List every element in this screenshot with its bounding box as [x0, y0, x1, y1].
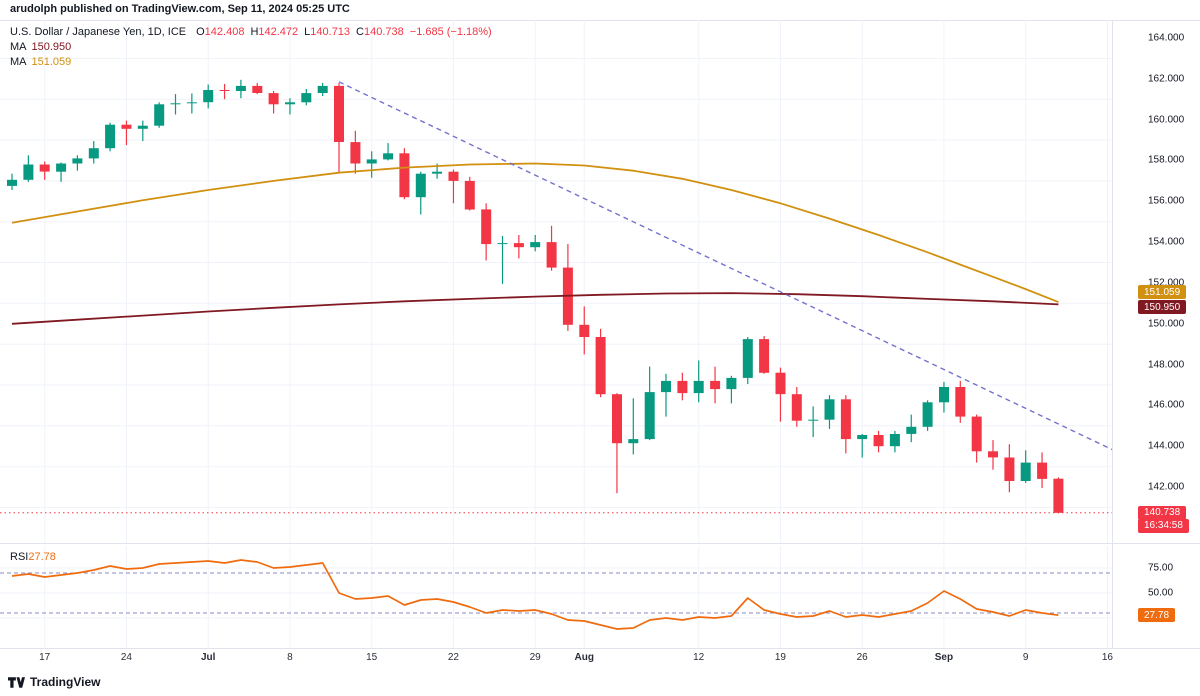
- ma-label: MA: [10, 41, 27, 53]
- open-label: O: [196, 26, 205, 38]
- price-axis-label: 146.000: [1148, 399, 1185, 411]
- top-pane-border: [0, 20, 1200, 21]
- price-axis-label: 142.000: [1148, 481, 1185, 493]
- time-axis-label: 9: [1022, 652, 1029, 663]
- ma-value-red: 150.950: [31, 41, 72, 53]
- price-axis-label: 152.000: [1148, 277, 1185, 289]
- time-axis-label: 16: [1101, 652, 1113, 663]
- price-axis-label: 148.000: [1148, 359, 1185, 371]
- high-value: 142.472: [258, 26, 299, 38]
- last-price-badge: 140.738: [1138, 505, 1187, 520]
- time-axis-label: Sep: [934, 652, 954, 663]
- tradingview-logo-icon: [8, 676, 25, 689]
- rsi-value: 27.78: [28, 551, 56, 563]
- price-scale[interactable]: 164.000 162.000 160.000 158.000 156.000 154.0…: [1112, 0, 1200, 696]
- rsi-label: RSI: [10, 551, 29, 563]
- price-axis-label: 158.000: [1148, 154, 1185, 166]
- watermark-label: TradingView: [30, 675, 101, 689]
- time-axis-label: 8: [287, 652, 293, 663]
- time-axis-label: 24: [120, 652, 132, 663]
- time-axis-label: 15: [366, 652, 378, 663]
- main-chart-canvas[interactable]: [0, 20, 1112, 543]
- ma-legend-row-red[interactable]: MA 150.950: [10, 40, 492, 55]
- price-axis-label: 164.000: [1148, 32, 1185, 44]
- ma-badge-orange: 151.059: [1138, 285, 1187, 300]
- close-label: C: [356, 26, 364, 38]
- high-label: H: [250, 26, 259, 38]
- time-axis-label: 29: [529, 652, 541, 663]
- price-scale-separator: [1112, 20, 1113, 648]
- price-axis-label: 160.000: [1148, 114, 1185, 126]
- ma-badge-red: 150.950: [1138, 300, 1187, 315]
- rsi-chart-canvas[interactable]: [0, 546, 1112, 648]
- time-axis-label: 22: [447, 652, 459, 663]
- symbol-row: U.S. Dollar / Japanese Yen, 1D, ICE O142.…: [10, 25, 492, 40]
- time-axis-label: Jul: [200, 652, 216, 663]
- time-axis-label: 26: [856, 652, 868, 663]
- price-axis-label: 154.000: [1148, 236, 1185, 248]
- close-value: 140.738: [364, 26, 404, 38]
- price-axis-label: 162.000: [1148, 73, 1185, 85]
- low-value: 140.713: [310, 26, 351, 38]
- attribution-text: arudolph published on TradingView.com, S…: [10, 3, 350, 15]
- ma-label: MA: [10, 56, 27, 68]
- open-value: 142.408: [204, 26, 245, 38]
- countdown-badge: 16:34:58: [1138, 518, 1189, 533]
- tradingview-watermark[interactable]: TradingView: [8, 675, 100, 689]
- price-axis-label: 156.000: [1148, 195, 1185, 207]
- symbol-title[interactable]: U.S. Dollar / Japanese Yen, 1D, ICE: [10, 26, 187, 38]
- price-axis-label: 144.000: [1148, 440, 1185, 452]
- time-axis-label: 17: [39, 652, 51, 663]
- ma-legend-row-orange[interactable]: MA 151.059: [10, 55, 492, 70]
- time-axis-label: 12: [693, 652, 705, 663]
- rsi-axis-label: 50.00: [1148, 587, 1174, 599]
- ma-value-orange: 151.059: [31, 56, 72, 68]
- rsi-legend-row[interactable]: RSI27.78: [10, 551, 56, 563]
- rsi-value-badge: 27.78: [1138, 608, 1176, 623]
- pane-separator[interactable]: [0, 543, 1200, 544]
- price-change: −1.685 (−1.18%): [409, 26, 492, 38]
- time-axis-label: Aug: [574, 652, 594, 663]
- time-axis-separator: [0, 648, 1200, 649]
- chart-legend: U.S. Dollar / Japanese Yen, 1D, ICE O142.…: [10, 25, 492, 70]
- price-axis-label: 150.000: [1148, 318, 1185, 330]
- rsi-axis-label: 75.00: [1148, 562, 1174, 574]
- low-label: L: [304, 26, 311, 38]
- time-axis-label: 19: [774, 652, 786, 663]
